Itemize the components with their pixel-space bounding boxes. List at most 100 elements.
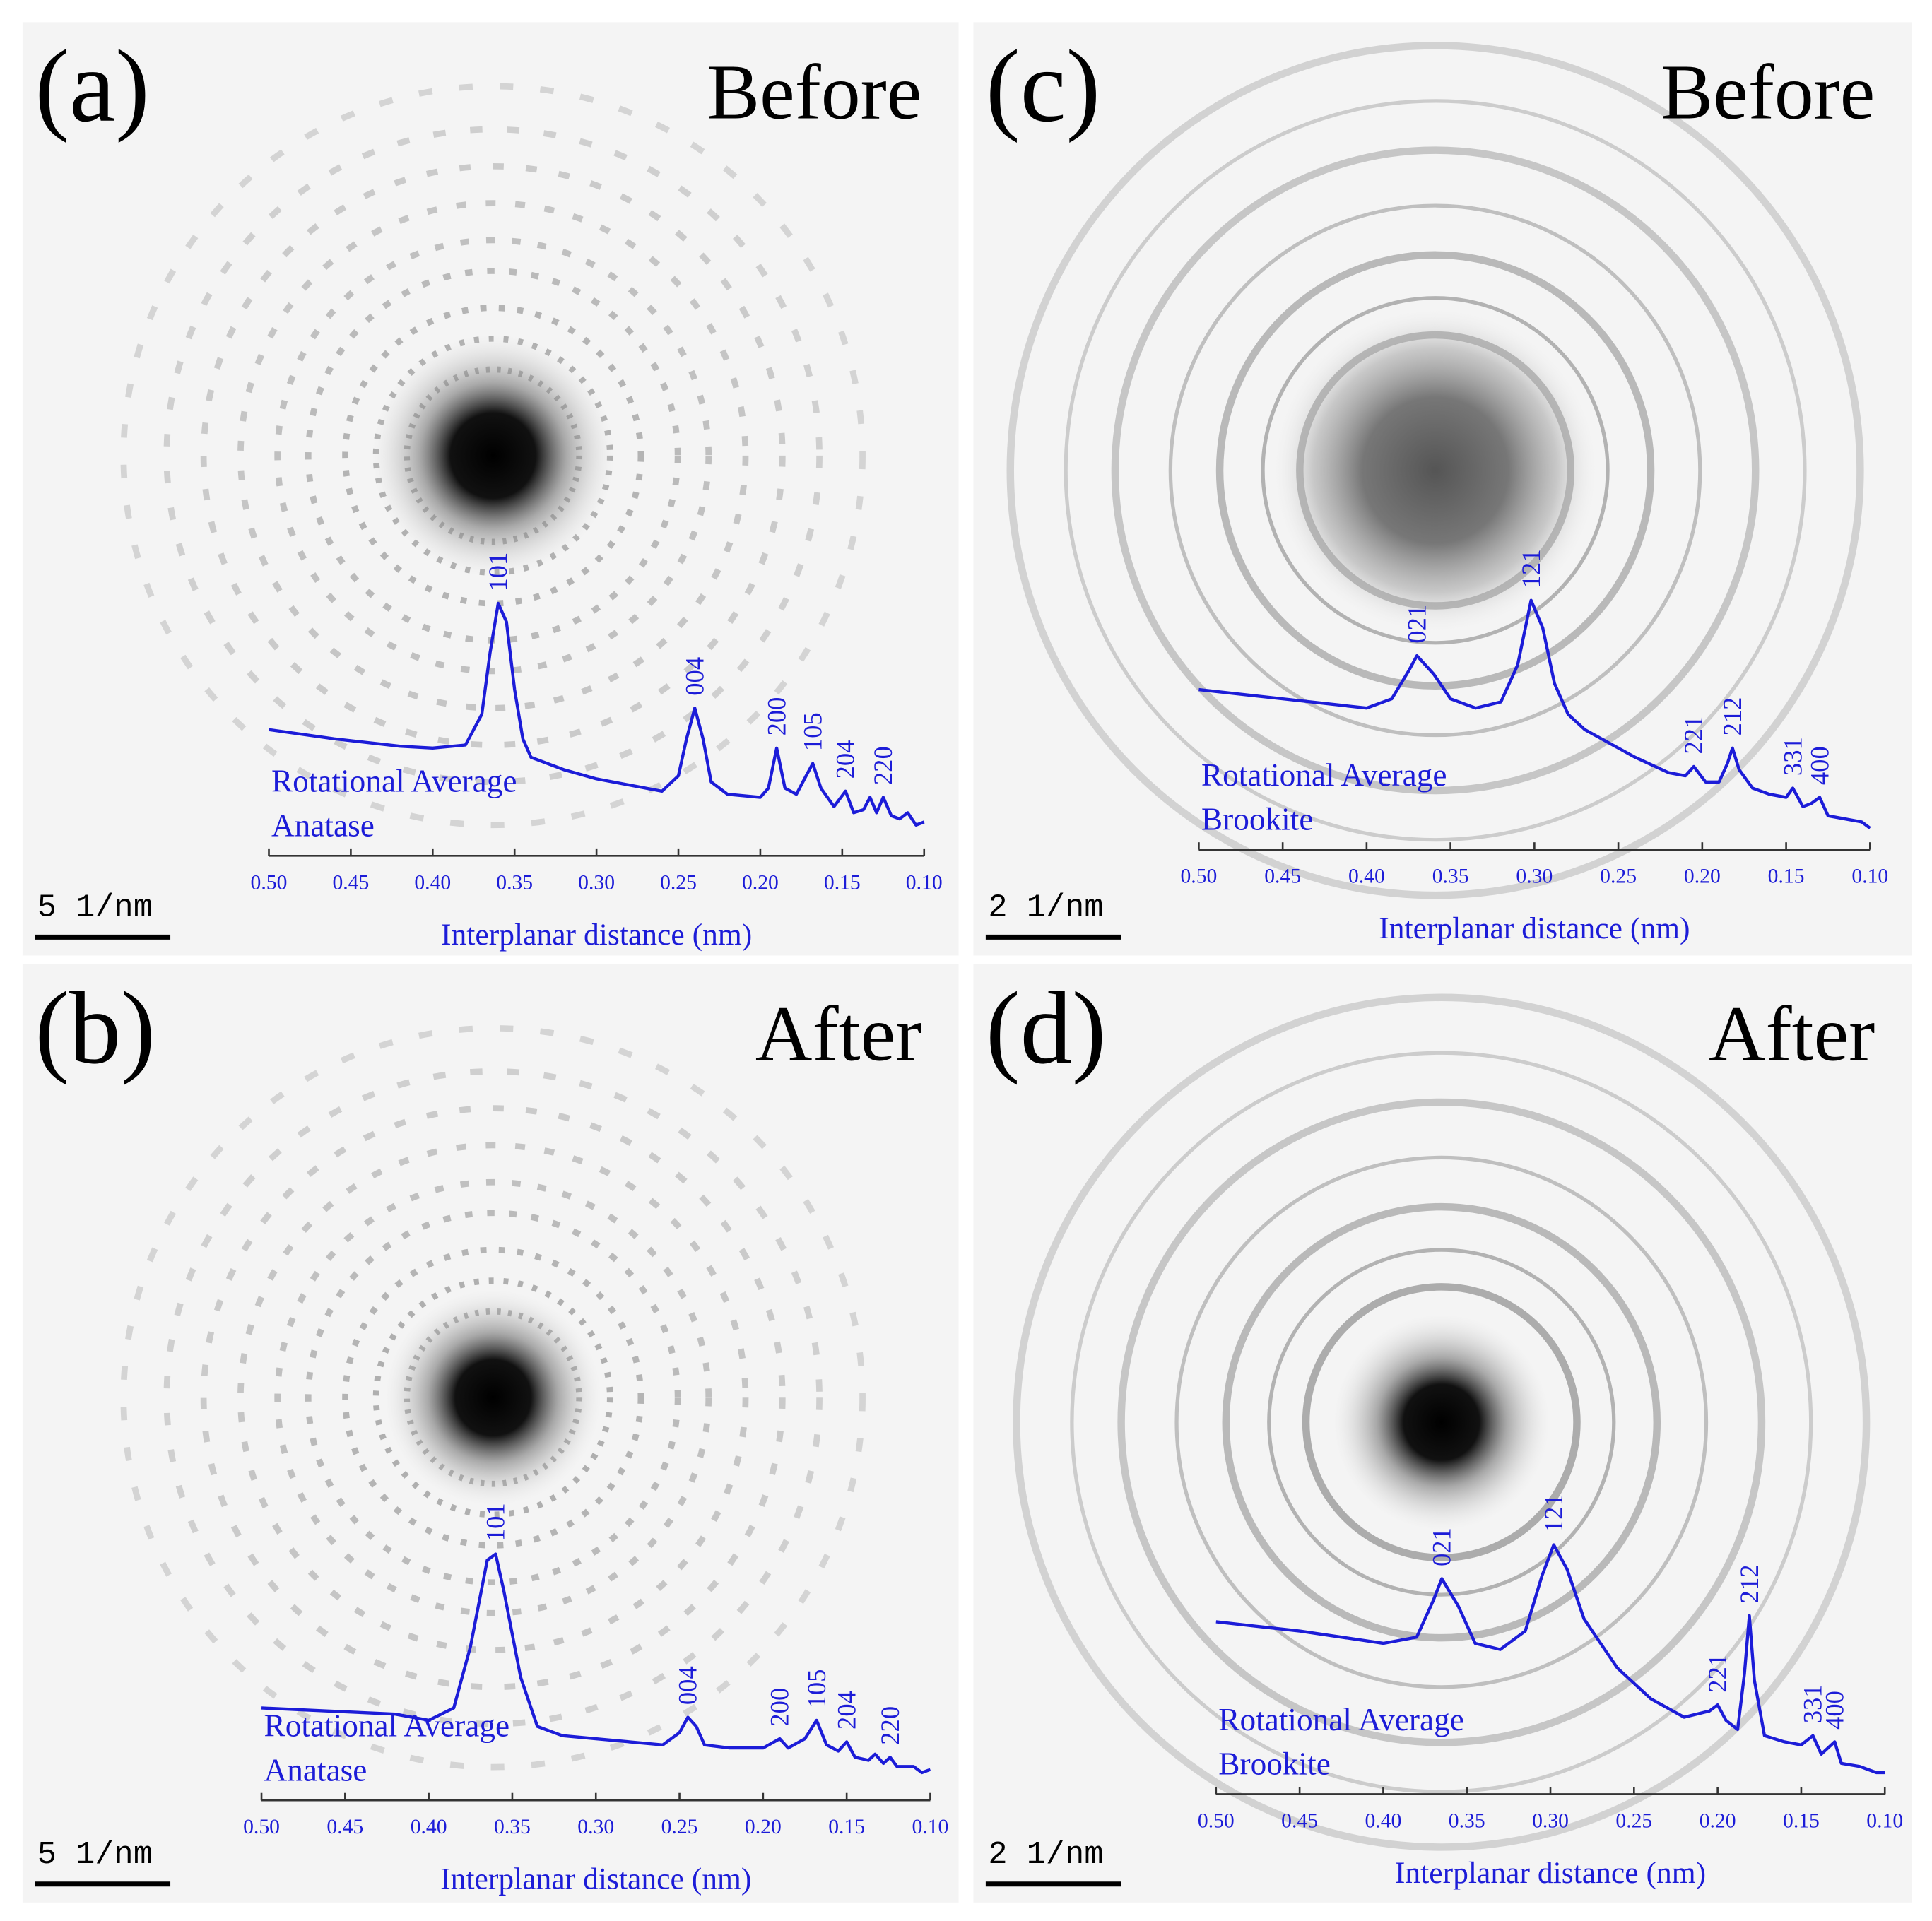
curve-label: Rotational Average [1201, 757, 1447, 793]
peak-label: 212 [1735, 1564, 1764, 1603]
diffraction-ring [237, 1142, 749, 1653]
x-tick-label: 0.30 [577, 1816, 614, 1838]
x-tick-label: 0.35 [1449, 1810, 1485, 1833]
x-tick-label: 0.35 [494, 1816, 531, 1838]
x-tick-label: 0.15 [1768, 865, 1805, 888]
peak-label: 220 [868, 746, 897, 785]
diffraction-ring [120, 83, 866, 829]
x-tick-label: 0.50 [1198, 1810, 1235, 1833]
diffraction-ring [1302, 1283, 1581, 1562]
x-tick-label: 0.20 [742, 871, 779, 894]
diffraction-ring [120, 1025, 866, 1771]
panel-title: After [755, 991, 921, 1078]
x-axis-label: Interplanar distance (nm) [1395, 1856, 1706, 1890]
x-tick-label: 0.45 [332, 871, 369, 894]
diffraction-ring [1222, 1202, 1661, 1642]
x-tick-label: 0.30 [1516, 865, 1553, 888]
peak-label: 204 [832, 1691, 861, 1730]
peak-label: 200 [765, 1688, 794, 1727]
curve-label: Rotational Average [264, 1708, 510, 1744]
x-tick-label: 0.35 [1432, 865, 1469, 888]
x-tick-label: 0.40 [414, 871, 451, 894]
diffraction-center [384, 1289, 602, 1506]
scale-bar-label: 5 1/nm [37, 889, 153, 926]
peak-label: 400 [1820, 1691, 1849, 1730]
diffraction-ring [1006, 42, 1864, 899]
x-tick-label: 0.45 [1281, 1810, 1318, 1833]
x-tick-label: 0.25 [1600, 865, 1637, 888]
peak-label: 121 [1539, 1494, 1568, 1532]
peak-label: 105 [802, 1669, 831, 1708]
diffraction-ring [163, 126, 823, 786]
x-axis-label: Interplanar distance (nm) [1379, 911, 1690, 945]
x-tick-label: 0.10 [906, 871, 943, 894]
x-tick-label: 0.20 [1700, 1810, 1736, 1833]
x-tick-label: 0.20 [1684, 865, 1721, 888]
x-tick-label: 0.15 [824, 871, 861, 894]
phase-label: Anatase [264, 1752, 367, 1787]
x-tick-label: 0.10 [912, 1816, 949, 1838]
peak-label: 220 [876, 1706, 905, 1745]
rotational-average-curve [261, 1552, 931, 1775]
rotational-average-curve [1215, 1543, 1885, 1775]
diffraction-ring [1168, 203, 1702, 738]
diffraction-ring [200, 162, 786, 748]
diffraction-ring [1215, 251, 1655, 690]
diffraction-ring [372, 1277, 613, 1518]
panel-title: After [1709, 991, 1875, 1078]
diffraction-ring [1174, 1155, 1709, 1689]
diffraction-ring [274, 1178, 712, 1616]
x-tick-label: 0.10 [1851, 865, 1888, 888]
x-tick-label: 0.30 [578, 871, 615, 894]
peak-label: 221 [1679, 716, 1708, 755]
x-tick-label: 0.25 [1615, 1810, 1652, 1833]
diffraction-center [1272, 307, 1598, 633]
peak-label: 331 [1778, 737, 1807, 776]
peak-label: 331 [1798, 1684, 1827, 1723]
peak-label: 004 [680, 657, 709, 696]
x-tick-label: 0.10 [1866, 1810, 1903, 1833]
diffraction-ring [342, 1246, 644, 1549]
peak-label: 212 [1718, 697, 1747, 736]
diffraction-ring [163, 1068, 823, 1727]
rotational-average-curve [1198, 598, 1871, 829]
panel-label: (a) [35, 29, 149, 143]
diffraction-ring [1267, 1248, 1616, 1597]
peak-label: 204 [831, 740, 860, 779]
panel-title: Before [707, 49, 921, 136]
diffraction-ring [274, 237, 712, 675]
x-tick-label: 0.50 [251, 871, 288, 894]
peak-label: 121 [1516, 549, 1545, 588]
phase-label: Brookite [1201, 802, 1314, 837]
scale-bar-label: 2 1/nm [988, 1836, 1103, 1873]
peak-label: 101 [481, 1503, 509, 1542]
x-tick-label: 0.25 [660, 871, 697, 894]
x-tick-label: 0.30 [1532, 1810, 1569, 1833]
curve-label: Rotational Average [1218, 1702, 1464, 1737]
x-tick-label: 0.45 [1264, 865, 1301, 888]
peak-label: 021 [1402, 605, 1431, 644]
diffraction-ring [342, 305, 644, 607]
diffraction-center [1333, 1313, 1550, 1531]
diffraction-center [371, 333, 615, 578]
diffraction-ring [1261, 296, 1610, 645]
x-tick-label: 0.40 [1348, 865, 1385, 888]
diffraction-ring [1111, 146, 1760, 795]
peak-label: 004 [673, 1666, 702, 1705]
x-tick-label: 0.50 [243, 1816, 280, 1838]
diffraction-ring [1070, 1051, 1813, 1794]
peak-label: 101 [483, 552, 512, 591]
x-tick-label: 0.40 [411, 1816, 447, 1838]
x-axis-label: Interplanar distance (nm) [440, 1862, 751, 1896]
diffraction-ring [237, 200, 749, 711]
peak-label: 400 [1805, 746, 1834, 785]
scale-bar-label: 2 1/nm [988, 889, 1103, 926]
rotational-average-curve [269, 601, 925, 827]
peak-label: 221 [1703, 1654, 1732, 1693]
x-tick-label: 0.15 [1783, 1810, 1820, 1833]
peak-label: 105 [798, 712, 827, 751]
diffraction-ring [305, 1210, 681, 1586]
x-tick-label: 0.20 [745, 1816, 782, 1838]
x-tick-label: 0.15 [828, 1816, 865, 1838]
